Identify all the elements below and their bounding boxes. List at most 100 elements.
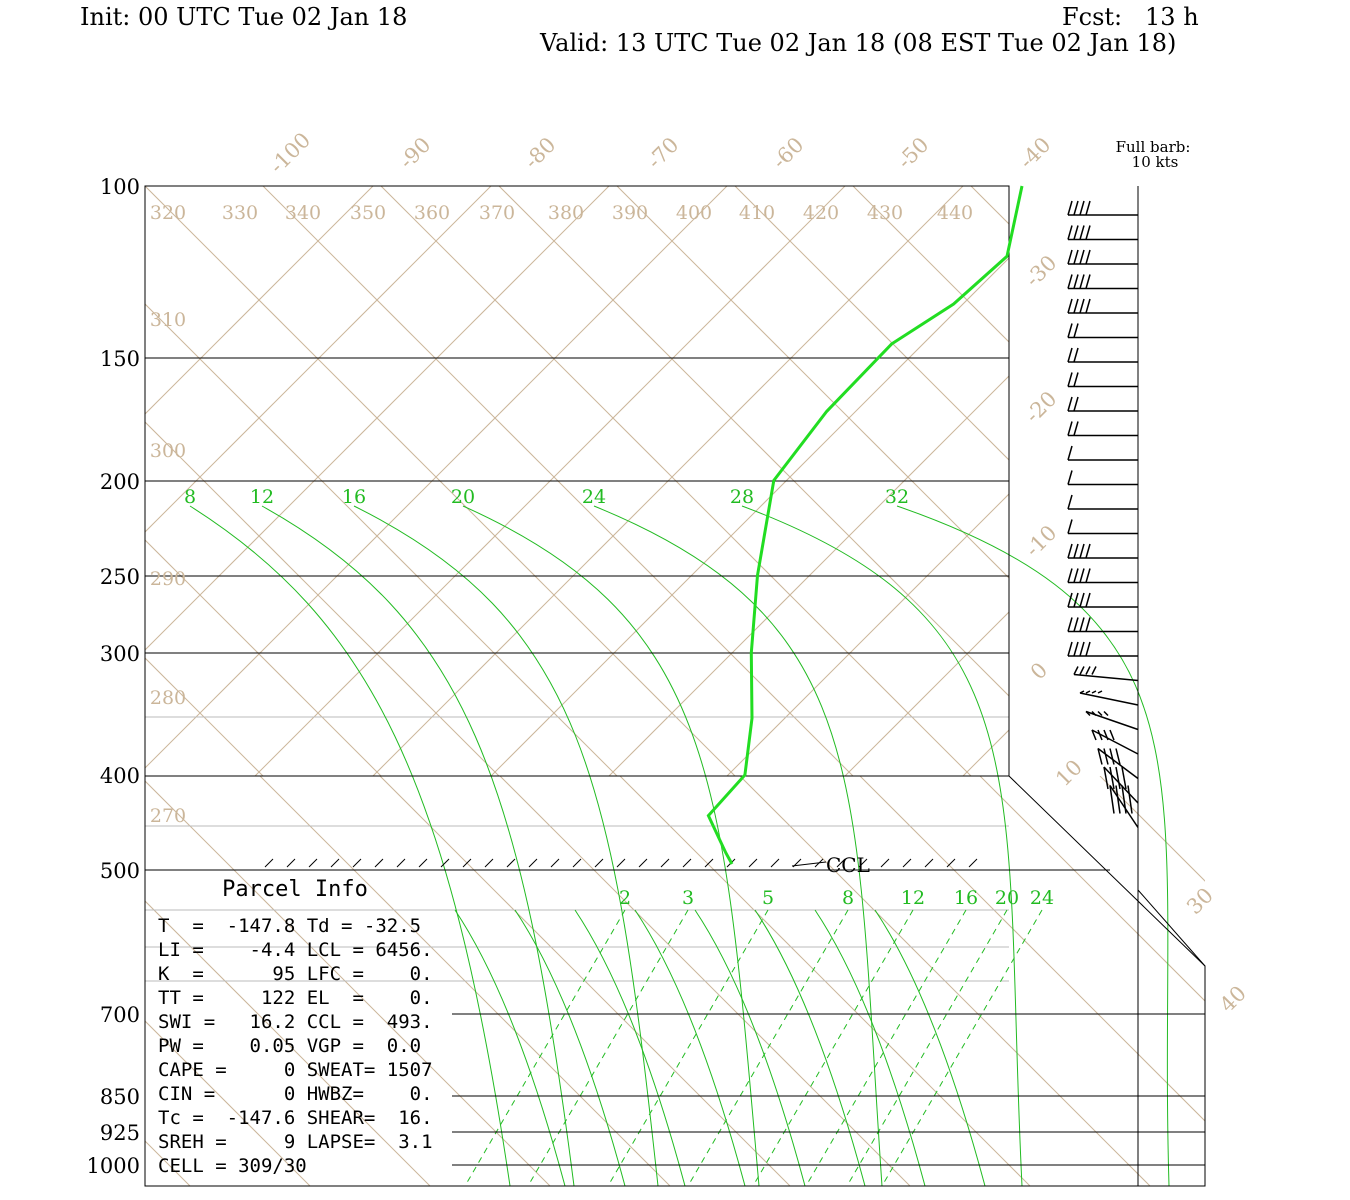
barb-feather (1067, 421, 1073, 436)
mixing-ratio-label: 12 (901, 887, 925, 909)
barb-feather (1085, 200, 1091, 216)
moist-adiabat (454, 909, 566, 1187)
barb-staff (1109, 785, 1139, 828)
barb-feather (1103, 766, 1109, 790)
temperature-label: -60 (768, 133, 809, 174)
barb-feather (1067, 323, 1073, 338)
wind-barb (1067, 543, 1138, 559)
hatch-mark (286, 858, 296, 868)
hatch-mark (264, 858, 274, 868)
barb-feather (1085, 690, 1091, 694)
barb-feather (1103, 748, 1109, 765)
frame-diagonal (1137, 889, 1206, 967)
barb-feather (1073, 666, 1079, 675)
pressure-label: 400 (100, 764, 140, 788)
barb-feather (1073, 298, 1079, 314)
mixing-ratio-label: 16 (342, 486, 366, 508)
pressure-label: 200 (100, 470, 140, 494)
isotherm-line (0, 776, 70, 1186)
wind-barb (1067, 445, 1138, 461)
wind-barb (1067, 396, 1138, 412)
wind-barb (1067, 323, 1138, 339)
barb-feather (1079, 200, 1085, 216)
isotherm-line (734, 186, 1009, 461)
barb-feather (1085, 666, 1091, 675)
temperature-label: -90 (395, 133, 436, 174)
adiabat-line (1317, 186, 1350, 776)
adiabat-line (844, 611, 1009, 776)
barb-feather (1067, 543, 1073, 559)
theta-label: 300 (150, 440, 186, 462)
isotherm-line (1220, 776, 1350, 1186)
pressure-label: 1000 (87, 1154, 140, 1178)
barb-feather (1073, 323, 1079, 338)
temperature-label: -10 (1021, 521, 1062, 562)
wind-barb (1097, 747, 1139, 780)
barb-feather (1067, 445, 1073, 461)
theta-label: 400 (676, 202, 712, 224)
hatch-mark (330, 858, 340, 868)
mixing-ratio-label: 8 (842, 887, 854, 909)
mixing-ratio-dashed (752, 909, 914, 1187)
mixing-ratio-label: 28 (730, 486, 754, 508)
barb-feather (1067, 641, 1073, 657)
barb-feather (1121, 766, 1127, 790)
theta-label: 380 (548, 202, 584, 224)
barb-feather (1073, 249, 1079, 265)
ccl-marker (791, 861, 827, 867)
temperature-label: -20 (1021, 387, 1062, 428)
barb-feather (1073, 347, 1079, 363)
barb-feather (1079, 666, 1085, 675)
mixing-ratio-label: 16 (954, 887, 978, 909)
moist-adiabat (634, 909, 746, 1187)
barb-feather (1085, 298, 1091, 314)
temperature-label: -100 (265, 128, 315, 178)
barb-feather (1067, 592, 1073, 608)
barb-feather (1067, 347, 1073, 363)
barb-feather (1085, 274, 1091, 289)
hatch-mark (704, 858, 714, 868)
mixing-ratio-curve (741, 505, 1023, 1187)
barb-feather (1091, 690, 1097, 694)
theta-label: 350 (350, 202, 386, 224)
mixing-ratio-dashed (846, 909, 1008, 1187)
hatch-mark (880, 858, 890, 868)
barb-feather (1109, 785, 1115, 814)
mixing-ratio-curve (593, 505, 883, 1187)
mixing-ratio-dashed (687, 909, 849, 1187)
theta-label: 290 (150, 568, 186, 590)
theta-label: 270 (150, 805, 186, 827)
moist-adiabat (574, 909, 686, 1187)
barb-feather (1073, 421, 1079, 436)
hatch-mark (572, 858, 582, 868)
hatch-mark (836, 858, 846, 868)
barb-feather (1067, 617, 1073, 632)
parcel-info-row: PW = 0.05 VGP = 0.0 (158, 1035, 421, 1057)
barb-feather (1067, 200, 1073, 216)
hatch-mark (616, 858, 626, 868)
mixing-ratio-label: 3 (682, 887, 694, 909)
theta-label: 430 (867, 202, 903, 224)
wind-barb (1079, 690, 1139, 706)
hatch-mark (484, 858, 494, 868)
wind-barb (1109, 785, 1139, 828)
barb-feather (1073, 396, 1079, 412)
barb-feather (1109, 766, 1115, 790)
wind-barb (1067, 347, 1138, 363)
barb-feather (1073, 200, 1079, 216)
barb-feather (1067, 494, 1073, 510)
hatch-mark (902, 858, 912, 868)
hatch-mark (528, 858, 538, 868)
parcel-info-row: Tc = -147.6 SHEAR= 16. (158, 1107, 433, 1129)
barb-feather (1067, 396, 1073, 412)
barb-feather (1103, 710, 1109, 717)
barb-feather (1073, 372, 1079, 387)
moist-adiabat (514, 909, 626, 1187)
theta-label: 370 (479, 202, 515, 224)
mixing-ratio-label: 5 (762, 887, 774, 909)
barb-feather (1067, 274, 1073, 289)
hatch-mark (506, 858, 516, 868)
pressure-label: 150 (100, 347, 140, 371)
parcel-info-row: LI = -4.4 LCL = 6456. (158, 939, 433, 961)
temperature-line (706, 185, 1024, 865)
